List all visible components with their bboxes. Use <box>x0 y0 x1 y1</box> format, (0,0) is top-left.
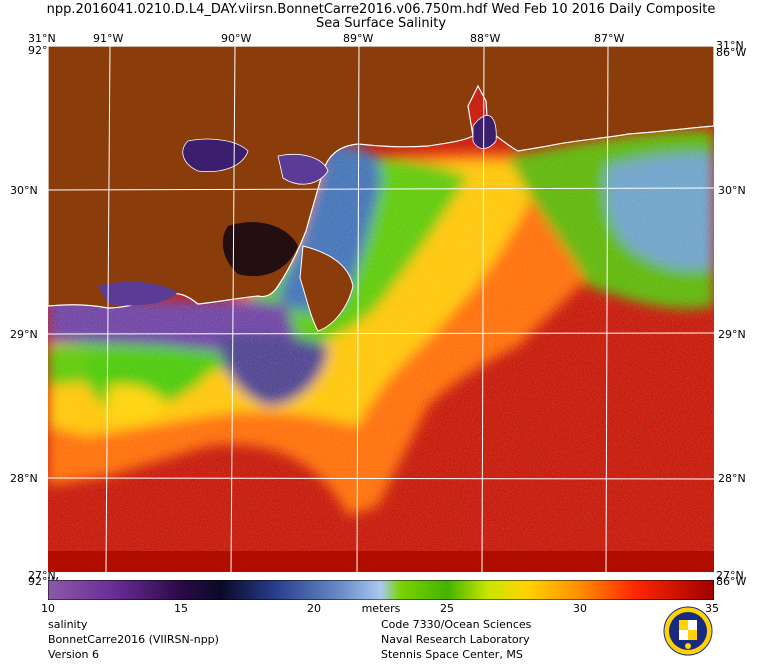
colorbar-tick-10: 10 <box>41 602 55 615</box>
lake-borgne <box>277 154 329 185</box>
footer-code: Code 7330/Ocean Sciences <box>381 618 532 631</box>
colorbar <box>48 580 714 600</box>
corner-lon-top-right: 86°W <box>716 46 747 59</box>
lat-label-29n-right: 29°N <box>718 328 746 341</box>
product-subtitle: Sea Surface Salinity <box>315 16 447 31</box>
lon-label-87w: 87°W <box>594 32 625 45</box>
no-data-swath-gap <box>48 551 714 572</box>
colorbar-tick-30: 30 <box>573 602 587 615</box>
salinity-map <box>48 46 714 572</box>
nrl-seal-logo <box>663 606 713 656</box>
colorbar-gradient <box>48 580 714 600</box>
corner-lat-top-left: 31°N <box>28 32 56 45</box>
lon-label-89w: 89°W <box>343 32 374 45</box>
lon-label-88w: 88°W <box>470 32 501 45</box>
colorbar-unit: meters <box>361 602 401 615</box>
lat-label-28n-left: 28°N <box>10 472 38 485</box>
graticule <box>48 46 714 572</box>
lat-label-28n-right: 28°N <box>718 472 746 485</box>
mississippi-delta <box>299 245 354 332</box>
lon-label-90w: 90°W <box>221 32 252 45</box>
corner-lat-bottom-right: 27°N <box>716 569 744 582</box>
lake-pontchartrain <box>182 138 249 173</box>
corner-lat-bottom-left: 27°N <box>28 569 56 582</box>
footer-product: salinity <box>48 618 88 631</box>
footer-location: Stennis Space Center, MS <box>381 648 523 661</box>
colorbar-tick-20: 20 <box>307 602 321 615</box>
mobile-bay <box>472 115 497 149</box>
image-title: npp.2016041.0210.D.L4_DAY.viirsn.BonnetC… <box>46 2 716 17</box>
footer-region: BonnetCarre2016 (VIIRSN-npp) <box>48 633 219 646</box>
footer-version: Version 6 <box>48 648 99 661</box>
footer-left: salinity BonnetCarre2016 (VIIRSN-npp) Ve… <box>48 617 219 662</box>
barataria-marsh <box>222 222 298 277</box>
lat-label-30n-left: 30°N <box>10 184 38 197</box>
lat-label-30n-right: 30°N <box>718 184 746 197</box>
colorbar-tick-25: 25 <box>440 602 454 615</box>
footer-lab: Naval Research Laboratory <box>381 633 530 646</box>
footer-right: Code 7330/Ocean Sciences Naval Research … <box>381 617 531 662</box>
corner-lon-bottom-right: 86°W <box>716 575 747 588</box>
lat-label-29n-left: 29°N <box>10 328 38 341</box>
corner-lat-top-right: 31°N <box>716 39 744 52</box>
colorbar-tick-35: 35 <box>705 602 719 615</box>
colorbar-tick-15: 15 <box>174 602 188 615</box>
lon-label-91w: 91°W <box>93 32 124 45</box>
terrebonne-marsh <box>98 281 178 306</box>
